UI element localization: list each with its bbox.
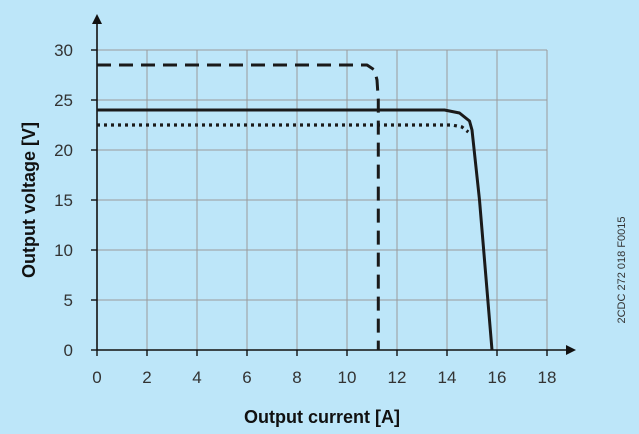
figure-code: 2CDC 272 018 F0015 (616, 216, 628, 323)
x-tick-label: 18 (538, 368, 557, 387)
y-tick-label: 5 (64, 291, 73, 310)
y-tick-label: 10 (54, 241, 73, 260)
y-axis-arrow (92, 14, 102, 24)
y-tick-label: 20 (54, 141, 73, 160)
y-tick-label: 15 (54, 191, 73, 210)
x-tick-label: 10 (338, 368, 357, 387)
x-tick-label: 12 (388, 368, 407, 387)
x-tick-label: 16 (488, 368, 507, 387)
x-tick-label: 2 (142, 368, 151, 387)
x-tick-label: 6 (242, 368, 251, 387)
series-line-solid (97, 108, 494, 351)
y-tick-label: 0 (64, 341, 73, 360)
y-tick-label: 30 (54, 41, 73, 60)
series-line-dotted (97, 123, 470, 134)
x-tick-label: 14 (438, 368, 457, 387)
x-tick-label: 0 (92, 368, 101, 387)
x-tick-label: 8 (292, 368, 301, 387)
axes (92, 14, 576, 355)
y-axis-title: Output voltage [V] (19, 122, 39, 278)
grid (97, 49, 548, 350)
y-tick-label: 25 (54, 91, 73, 110)
x-axis-arrow (566, 345, 576, 355)
series (97, 63, 494, 351)
x-axis-title: Output current [A] (244, 407, 400, 427)
ticks: 0 2 4 6 8 10 12 14 16 18 0 5 10 15 20 25 30 (54, 41, 556, 387)
series-line-dashed (97, 63, 380, 350)
x-tick-label: 4 (192, 368, 201, 387)
